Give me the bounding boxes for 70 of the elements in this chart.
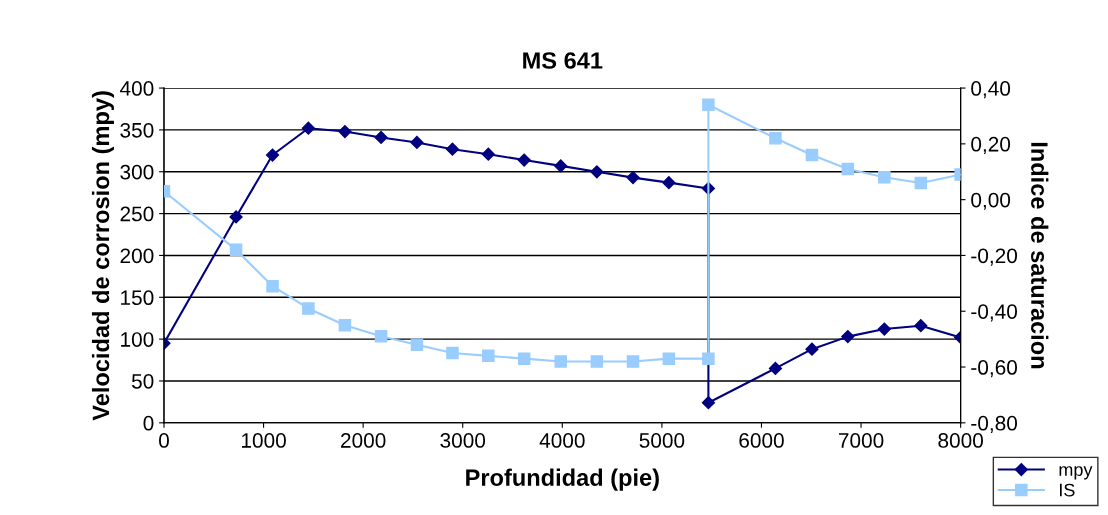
- point: [229, 210, 243, 224]
- point: [702, 98, 715, 112]
- point: [266, 279, 279, 293]
- y2-tick-label: -0,60: [971, 360, 1018, 378]
- y2-tick-label: -0,80: [971, 415, 1018, 434]
- y-tick-label: 0: [143, 415, 154, 431]
- x-tick-label: 8000: [938, 433, 983, 448]
- point: [662, 352, 676, 365]
- y-tick-label: 350: [120, 122, 154, 138]
- point: [626, 355, 640, 368]
- chart-title: MS 641: [523, 52, 603, 69]
- y-tick-label: 250: [120, 206, 154, 222]
- point: [554, 355, 567, 368]
- point: [626, 171, 640, 185]
- y-tick-label: 300: [120, 164, 154, 180]
- y2-tick-label: 0,20: [971, 136, 1011, 155]
- point: [877, 322, 891, 336]
- y-tick-label: 150: [121, 290, 154, 306]
- x-tick-label: 1000: [241, 433, 286, 448]
- point: [517, 352, 531, 365]
- y-axis-title: Velocidad de corrosion (mpy): [91, 91, 114, 421]
- point: [805, 148, 819, 162]
- point: [662, 176, 676, 190]
- point: [446, 346, 459, 360]
- point: [410, 135, 424, 150]
- x-tick-label: 7000: [838, 433, 884, 448]
- point: [482, 349, 495, 363]
- y2-tick-label: -0,20: [971, 248, 1018, 266]
- point: [841, 330, 855, 344]
- x-tick-label: 3000: [440, 433, 486, 448]
- point: [265, 148, 280, 162]
- point: [768, 361, 783, 376]
- point: [229, 243, 243, 257]
- x-tick-label: 0: [159, 433, 169, 448]
- point: [554, 159, 568, 173]
- x-axis-title: Profundidad (pie): [466, 468, 659, 491]
- y-tick-label: 50: [131, 373, 154, 389]
- point: [701, 396, 715, 410]
- x-tick-label: 5000: [639, 433, 685, 448]
- y2-tick-label: -0,40: [971, 304, 1018, 322]
- point: [374, 330, 388, 343]
- point: [374, 130, 388, 145]
- point: [590, 165, 604, 179]
- point: [301, 121, 315, 135]
- point: [914, 319, 928, 333]
- point: [702, 352, 715, 365]
- y2-axis-title: Indice de saturacion: [1031, 142, 1049, 369]
- y2-tick-label: 0,40: [971, 81, 1011, 99]
- point: [914, 176, 928, 190]
- point: [517, 153, 531, 167]
- point: [302, 302, 315, 315]
- point: [481, 147, 495, 161]
- point: [769, 132, 782, 145]
- y-tick-label: 400: [119, 81, 154, 96]
- point: [878, 171, 891, 184]
- x-tick-label: 2000: [341, 433, 386, 448]
- y2-tick-label: 0,00: [971, 192, 1011, 210]
- point: [841, 162, 855, 176]
- point: [410, 338, 424, 351]
- legend-label: IS: [1060, 483, 1075, 497]
- point: [805, 342, 819, 356]
- point: [338, 124, 352, 139]
- x-tick-label: 6000: [739, 433, 784, 448]
- y-tick-label: 100: [121, 332, 154, 347]
- x-tick-label: 4000: [539, 433, 585, 448]
- point: [590, 355, 604, 368]
- point: [338, 318, 352, 332]
- y-tick-label: 200: [120, 248, 154, 264]
- legend-label: mpy: [1059, 466, 1093, 480]
- point: [445, 142, 460, 156]
